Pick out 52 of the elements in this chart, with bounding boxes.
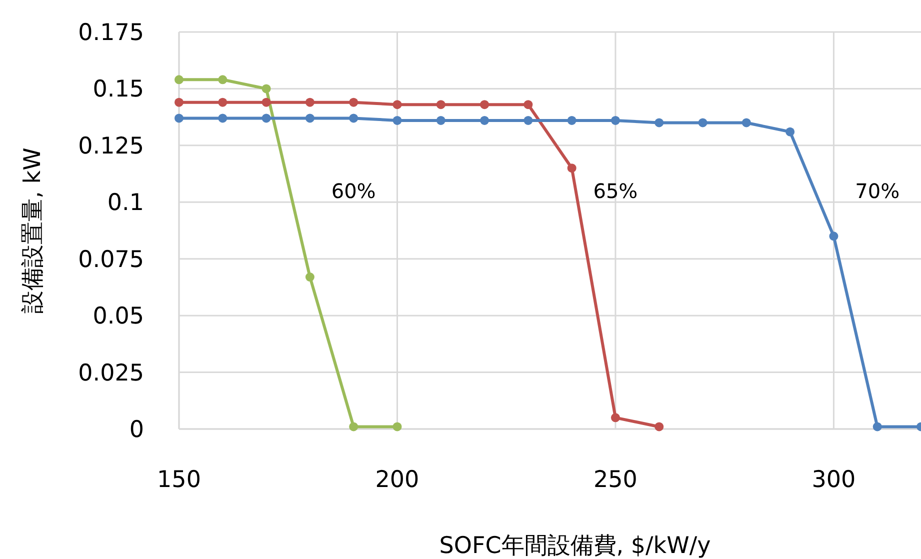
point xyxy=(218,114,228,123)
point xyxy=(349,98,358,107)
point xyxy=(262,114,271,123)
y-tick-label: 0 xyxy=(129,417,144,443)
point xyxy=(218,98,228,107)
y-tick-label: 0.05 xyxy=(92,304,144,330)
point xyxy=(610,116,620,125)
point xyxy=(349,114,358,123)
x-tick-label: 250 xyxy=(594,467,638,493)
point xyxy=(392,422,402,432)
point xyxy=(524,100,533,110)
y-tick-label: 0.075 xyxy=(78,246,144,273)
point xyxy=(392,116,402,125)
point xyxy=(305,114,314,123)
x-tick-label: 200 xyxy=(375,467,420,493)
point xyxy=(218,75,228,84)
series-label: 60% xyxy=(331,178,376,203)
x-tick-label: 300 xyxy=(812,467,856,493)
point xyxy=(349,422,358,432)
series-label: 65% xyxy=(593,178,638,203)
point xyxy=(480,116,490,125)
point xyxy=(174,98,184,107)
y-axis-title: 設備設置量, kW xyxy=(20,148,46,314)
point xyxy=(174,114,184,123)
y-tick-label: 0.025 xyxy=(78,360,144,386)
point xyxy=(305,272,314,282)
point xyxy=(742,118,751,128)
series-label: 70% xyxy=(855,178,900,203)
point xyxy=(174,75,184,84)
point xyxy=(654,422,664,432)
point xyxy=(567,164,576,173)
point xyxy=(567,116,576,125)
point xyxy=(392,100,402,110)
point xyxy=(305,98,314,107)
point xyxy=(610,413,620,422)
point xyxy=(698,118,708,128)
point xyxy=(872,422,882,432)
point xyxy=(480,100,490,110)
y-tick-label: 0.125 xyxy=(78,133,144,160)
point xyxy=(262,84,271,94)
point xyxy=(436,116,446,125)
point xyxy=(786,127,795,136)
y-tick-label: 0.175 xyxy=(78,20,144,46)
point xyxy=(436,100,446,110)
point xyxy=(829,232,838,241)
y-tick-label: 0.1 xyxy=(107,190,144,216)
point xyxy=(262,98,271,107)
x-tick-label: 150 xyxy=(157,467,201,493)
point xyxy=(524,116,533,125)
point xyxy=(654,118,664,128)
y-tick-label: 0.15 xyxy=(92,76,144,103)
x-axis-title: SOFC年間設備費, $/kW/y xyxy=(439,533,711,559)
